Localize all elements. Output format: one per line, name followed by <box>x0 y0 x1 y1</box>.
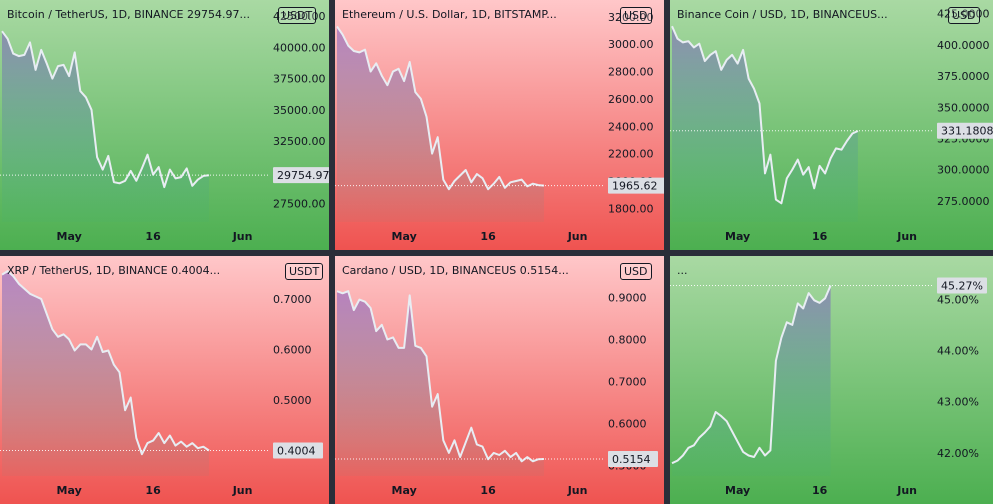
series-area <box>672 26 858 223</box>
series-area <box>337 26 544 223</box>
series-area <box>672 285 831 476</box>
x-tick-label: May <box>392 230 417 243</box>
x-tick-label: 16 <box>480 230 496 243</box>
series-area <box>2 271 209 476</box>
chart-panel-bnb[interactable]: 425.0000 400.0000 375.0000 350.0000 325.0000… <box>670 0 993 250</box>
x-tick-label: Jun <box>232 230 253 243</box>
y-tick-label: 3200.00 <box>608 11 654 24</box>
y-tick-label: 0.7000 <box>273 293 312 306</box>
x-tick-label: Jun <box>896 484 917 497</box>
currency-button[interactable]: USD <box>948 7 980 24</box>
chart-panel-ada[interactable]: 0.90000.80000.70000.60000.50000.5154May1… <box>335 256 664 504</box>
y-tick-label: 0.7000 <box>608 376 647 389</box>
current-price-label: 0.5154 <box>612 453 651 466</box>
currency-button[interactable]: USD <box>620 7 652 24</box>
series-line <box>671 25 859 205</box>
x-tick-label: May <box>57 484 82 497</box>
y-tick-label: 3000.00 <box>608 38 654 51</box>
y-tick-label: 350.0000 <box>937 101 990 114</box>
chart-panel-pct[interactable]: 45.00% 44.00% 43.00% 42.00% 45.27% May 16 Jun .… <box>670 256 993 504</box>
currency-button[interactable]: USDT <box>278 7 317 24</box>
x-tick-label: Jun <box>232 484 253 497</box>
y-tick-label: 2800.00 <box>608 66 654 79</box>
y-tick-label: 0.6000 <box>608 418 647 431</box>
y-tick-label: 43.00% <box>937 396 979 409</box>
chart-title: Cardano / USD, 1D, BINANCEUS 0.5154... <box>342 264 569 277</box>
x-tick-label: Jun <box>896 230 917 243</box>
x-tick-label: 16 <box>145 230 161 243</box>
x-tick-label: Jun <box>567 230 588 243</box>
chart-panel-eth[interactable]: 3200.00 3000.00 2800.00 2600.00 2400.00 2200.… <box>335 0 664 250</box>
y-tick-label: 42500.00 <box>273 10 326 23</box>
series-line <box>1 30 210 189</box>
y-tick-label: 2400.00 <box>608 120 654 133</box>
chart-title: Binance Coin / USD, 1D, BINANCEUS... <box>677 8 888 21</box>
y-tick-label: 0.5000 <box>273 394 312 407</box>
chart-svg-bnb: 425.0000400.0000375.0000350.0000325.0000… <box>670 0 993 250</box>
y-tick-label: 37500.00 <box>273 73 326 86</box>
y-tick-label: 35000.00 <box>273 104 326 117</box>
y-tick-label: 275.0000 <box>937 195 990 208</box>
current-price-tag <box>273 442 323 459</box>
chart-title: Bitcoin / TetherUS, 1D, BINANCE 29754.97… <box>7 8 250 21</box>
currency-button[interactable]: USD <box>620 263 652 280</box>
y-tick-label: 400.0000 <box>937 39 990 52</box>
y-tick-label: 40000.00 <box>273 41 326 54</box>
y-tick-label: 0.8000 <box>608 334 647 347</box>
x-tick-label: 16 <box>145 484 161 497</box>
series-line <box>336 290 545 463</box>
y-tick-label: 0.9000 <box>608 292 647 305</box>
y-tick-label: 300.0000 <box>937 164 990 177</box>
current-price-label: 45.27% <box>941 279 983 292</box>
x-tick-label: 16 <box>812 230 828 243</box>
current-price-tag <box>608 451 658 468</box>
y-tick-label: 27500.00 <box>273 197 326 210</box>
x-tick-label: May <box>725 484 750 497</box>
y-tick-label: 42.00% <box>937 447 979 460</box>
current-price-tag <box>937 122 993 139</box>
current-price-label: 29754.97 <box>277 169 329 182</box>
chart-svg-pct: 45.00% 44.00% 43.00% 42.00% 45.27% May 16 Jun <box>670 256 993 504</box>
currency-button[interactable]: USDT <box>285 263 324 280</box>
y-tick-label: 425.0000 <box>937 8 990 21</box>
series-area <box>337 291 544 476</box>
y-tick-label: 0.6000 <box>273 343 312 356</box>
chart-svg-ada: 0.90000.80000.70000.60000.50000.5154May1… <box>335 256 664 504</box>
chart-svg-btc: 42500.00 40000.00 37500.00 35000.00 32500.00… <box>0 0 329 250</box>
y-tick-label: 44.00% <box>937 345 979 358</box>
current-price-tag <box>273 167 329 184</box>
y-tick-label: 2600.00 <box>608 93 654 106</box>
x-tick-label: May <box>57 230 82 243</box>
x-tick-label: Jun <box>567 484 588 497</box>
current-price-tag <box>937 277 987 294</box>
chart-svg-eth: 3200.00 3000.00 2800.00 2600.00 2400.00 2200.… <box>335 0 664 250</box>
series-line <box>671 285 832 465</box>
y-tick-label: 1800.00 <box>608 202 654 215</box>
series-line <box>1 270 210 456</box>
current-price-label: 331.1808 <box>941 125 993 138</box>
y-tick-label: 45.00% <box>937 293 979 306</box>
chart-title: Ethereum / U.S. Dollar, 1D, BITSTAMP... <box>342 8 557 21</box>
chart-title: XRP / TetherUS, 1D, BINANCE 0.4004... <box>7 264 221 277</box>
x-tick-label: 16 <box>812 484 828 497</box>
x-tick-label: May <box>392 484 417 497</box>
y-tick-label: 2200.00 <box>608 148 654 161</box>
series-area <box>2 31 209 223</box>
x-tick-label: May <box>725 230 750 243</box>
current-price-tag <box>608 177 664 194</box>
x-tick-label: 16 <box>480 484 496 497</box>
current-price-label: 1965.62 <box>612 180 658 193</box>
series-line <box>336 25 545 191</box>
current-price-label: 0.4004 <box>277 444 316 457</box>
chart-panel-btc[interactable]: 42500.00 40000.00 37500.00 35000.00 32500.00… <box>0 0 329 250</box>
y-tick-label: 375.0000 <box>937 70 990 83</box>
y-tick-label: 32500.00 <box>273 135 326 148</box>
chart-title: ... <box>677 264 688 277</box>
